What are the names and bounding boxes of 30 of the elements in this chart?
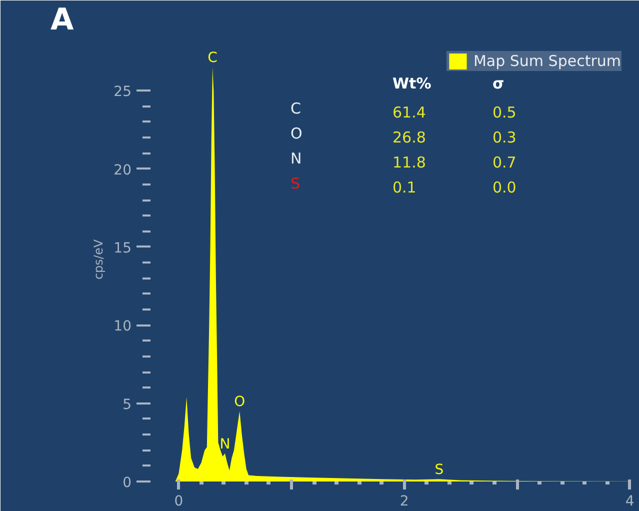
annotation: 0.7 [492, 154, 516, 172]
annotation: 0.1 [392, 178, 416, 196]
y-tick-label: 0 [122, 475, 132, 491]
annotation: S [290, 174, 300, 192]
annotation: 0.5 [492, 104, 516, 122]
legend-label: Map Sum Spectrum [473, 52, 621, 70]
annotation: σ [492, 74, 504, 92]
annotation: N [290, 150, 302, 168]
y-tick-label: 15 [114, 240, 132, 256]
annotation: 0.3 [492, 128, 516, 146]
y-tick-label: 5 [122, 396, 132, 413]
annotation: N [220, 436, 230, 452]
y-tick-label: 10 [114, 318, 132, 335]
annotation: 26.8 [392, 128, 426, 146]
y-tick-label: 25 [114, 84, 132, 100]
annotation: O [290, 124, 302, 142]
annotation: C [290, 100, 301, 118]
text: A [50, 2, 74, 38]
annotation: 0.0 [492, 178, 516, 196]
annotation: 61.4 [392, 104, 426, 122]
annotation: Wt% [392, 74, 432, 92]
annotation: S [434, 462, 444, 478]
y-tick-label: 20 [114, 162, 132, 178]
x-tick-label: 4 [625, 494, 634, 510]
annotation: 11.8 [392, 154, 426, 172]
x-tick-label: 2 [400, 494, 409, 510]
y-axis-title: cps/eV [92, 238, 106, 280]
x-tick-label: 0 [174, 494, 184, 510]
annotation: C [208, 50, 218, 66]
annotation: O [234, 394, 246, 410]
